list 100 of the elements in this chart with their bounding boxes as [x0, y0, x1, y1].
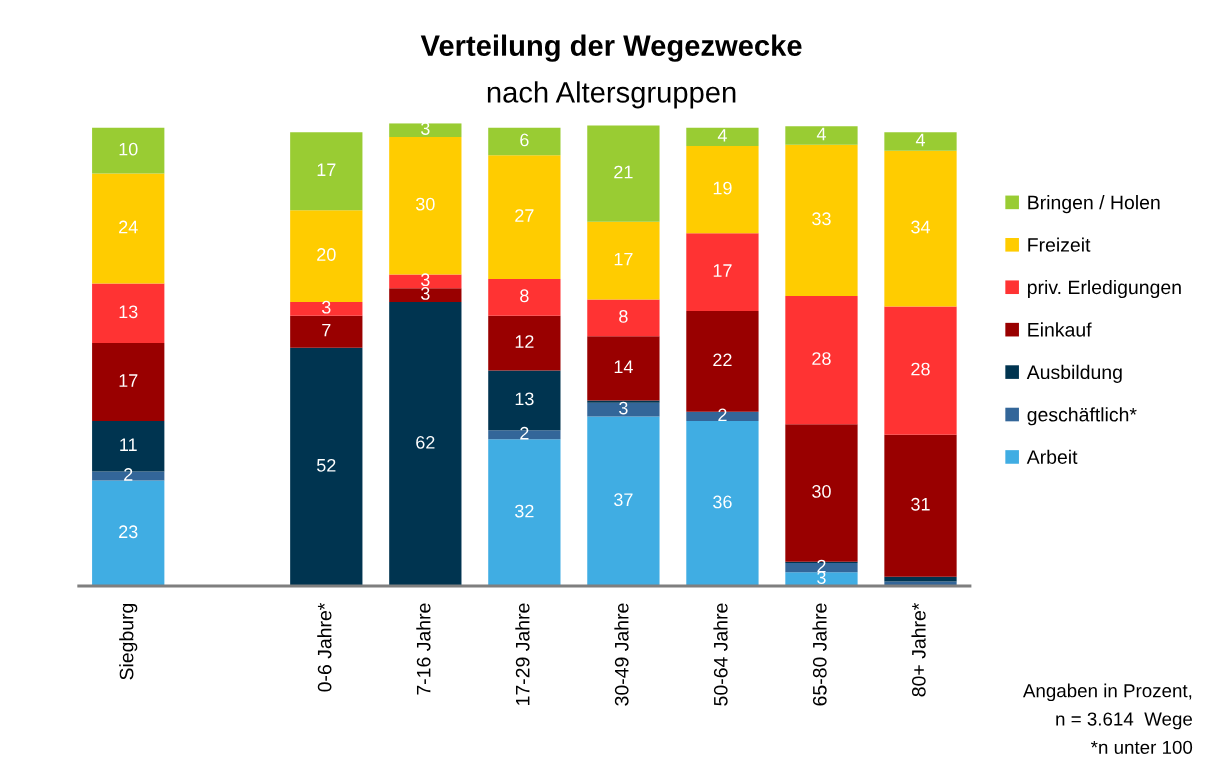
bar [389, 274, 462, 289]
bar [488, 155, 561, 279]
bar [884, 150, 957, 307]
data-label: 3 [619, 401, 628, 415]
bar [488, 439, 561, 586]
bar [587, 299, 660, 337]
data-label: 37 [614, 493, 633, 507]
bar [92, 127, 165, 174]
legend-label: geschäftlich* [1027, 407, 1137, 426]
data-label: 22 [713, 353, 732, 367]
data-label: 36 [713, 495, 732, 509]
data-label: 2 [817, 559, 826, 573]
data-label: 8 [619, 309, 628, 323]
bar [587, 221, 660, 300]
bar [587, 402, 660, 417]
data-label: 33 [812, 212, 831, 226]
data-label: 17 [119, 374, 138, 387]
bar [686, 127, 759, 147]
data-label: 14 [614, 360, 633, 373]
x-tick-label: 80+ Jahre* [911, 602, 926, 697]
legend-label: Freizeit [1028, 237, 1091, 252]
bar [587, 125, 660, 222]
bar [389, 123, 462, 137]
data-label: 17 [713, 264, 732, 277]
bar [884, 434, 957, 577]
bar [686, 146, 759, 234]
bar [785, 295, 858, 425]
data-label: 8 [520, 289, 529, 303]
x-tick-label: 65-80 Jahre [812, 603, 827, 706]
data-label: 6 [520, 133, 529, 147]
legend-label: priv. Erledigungen [1027, 279, 1181, 299]
data-label: 28 [911, 362, 930, 376]
data-label: 2 [718, 408, 727, 422]
data-label: 19 [713, 181, 732, 195]
bar [290, 210, 363, 302]
bar [686, 421, 759, 586]
bar [389, 136, 462, 275]
data-label: 27 [515, 209, 534, 222]
legend-label: Ausbildung [1026, 364, 1122, 383]
bar [290, 347, 363, 586]
bar [92, 173, 165, 284]
bar [488, 127, 561, 156]
data-label: 7 [322, 323, 331, 337]
chart-title: Verteilung der Wegezwecke [420, 34, 802, 62]
data-label: 32 [515, 504, 534, 518]
bar [587, 400, 660, 403]
bar [488, 315, 561, 371]
bar [785, 126, 858, 145]
x-tick-label: 17-29 Jahre [515, 603, 530, 705]
data-label: 30 [812, 485, 831, 498]
x-tick-label: 50-64 Jahre [713, 603, 728, 706]
bar [587, 416, 660, 586]
data-label: 20 [317, 248, 336, 261]
data-label: 62 [416, 436, 435, 449]
bar [92, 343, 165, 422]
data-label: 30 [415, 197, 435, 211]
x-tick-label: Siegburg [119, 603, 138, 680]
data-label: 4 [915, 133, 925, 147]
data-label: 11 [120, 438, 137, 451]
data-label: 3 [421, 287, 430, 300]
data-label: 17 [614, 252, 633, 266]
bar [587, 336, 660, 401]
chart-subtitle: nach Altersgruppen [487, 81, 736, 109]
legend-label: Bringen / Holen [1028, 195, 1160, 214]
bar [884, 132, 957, 151]
text: *n unter 100 [1090, 740, 1193, 754]
data-label: 17 [317, 163, 336, 176]
bar [686, 233, 759, 312]
data-label: 2 [520, 426, 529, 440]
x-tick-label: 0-6 Jahre* [317, 602, 332, 692]
x-tick-label: 30-49 Jahre [614, 603, 629, 706]
data-label: 23 [119, 525, 138, 539]
data-label: 10 [119, 142, 138, 156]
legend-label: Einkauf [1028, 322, 1092, 337]
data-label: 34 [911, 220, 931, 234]
data-label: 12 [515, 335, 534, 348]
text: n = 3.614 Wege [1056, 712, 1193, 730]
bar [488, 278, 561, 316]
legend-label: Arbeit [1026, 449, 1078, 464]
bar [290, 301, 363, 316]
data-label: 4 [717, 129, 727, 142]
data-label: 2 [124, 468, 133, 481]
data-label: 52 [316, 458, 336, 472]
x-tick-label: 7-16 Jahre [416, 603, 431, 695]
data-label: 13 [515, 392, 534, 406]
bar [290, 315, 363, 348]
bar [290, 132, 363, 211]
bar [785, 144, 858, 296]
text: Angaben in Prozent, [1022, 683, 1192, 702]
bar [389, 288, 462, 302]
data-label: 24 [119, 220, 138, 234]
bar [884, 306, 957, 435]
bar [785, 572, 858, 586]
data-label: 3 [421, 273, 430, 287]
data-label: 4 [816, 127, 826, 141]
data-label: 3 [321, 300, 331, 314]
data-label: 28 [812, 352, 831, 365]
data-label: 21 [614, 165, 633, 179]
data-label: 31 [911, 497, 930, 511]
bar [92, 283, 165, 344]
